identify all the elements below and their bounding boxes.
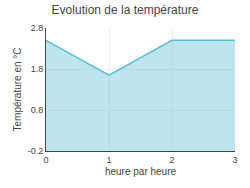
svg-text:2.8: 2.8 xyxy=(31,23,44,33)
svg-text:Température en °C: Température en °C xyxy=(12,47,23,131)
svg-text:0.8: 0.8 xyxy=(31,105,44,115)
svg-text:0: 0 xyxy=(43,155,48,165)
svg-text:3: 3 xyxy=(232,155,237,165)
svg-text:heure par heure: heure par heure xyxy=(105,166,177,177)
svg-text:1: 1 xyxy=(106,155,111,165)
svg-text:-0.2: -0.2 xyxy=(28,146,44,156)
svg-text:2: 2 xyxy=(169,155,174,165)
svg-text:Evolution de la température: Evolution de la température xyxy=(52,3,199,17)
svg-text:1.8: 1.8 xyxy=(31,64,44,74)
